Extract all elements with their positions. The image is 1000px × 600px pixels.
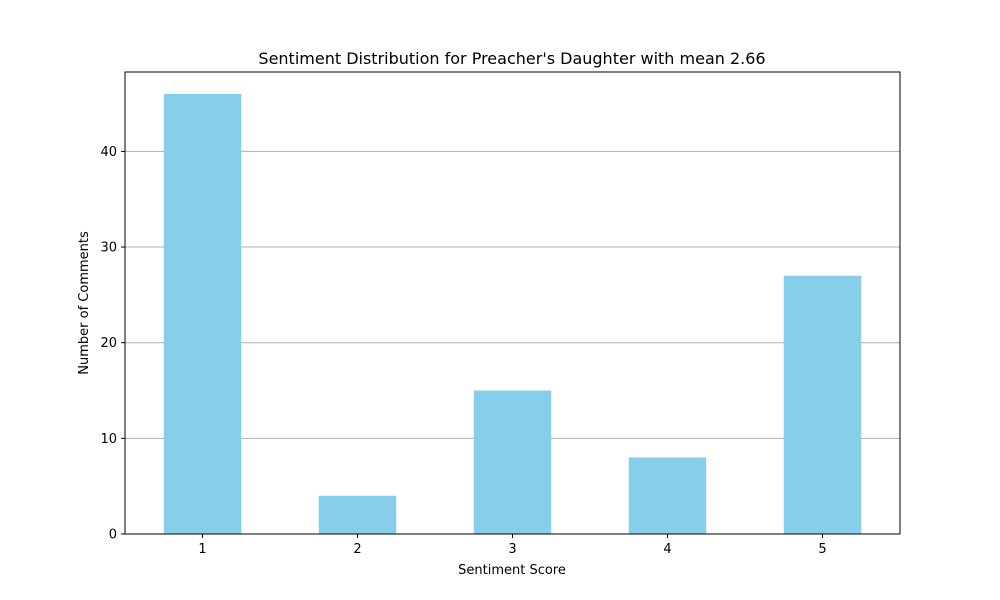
- bar-4: [628, 457, 707, 534]
- bar-5: [783, 275, 862, 534]
- bar-3: [473, 390, 552, 534]
- y-axis-ticks: 0 10 20 30 40: [100, 145, 125, 543]
- bar-2: [318, 495, 397, 534]
- y-axis-label: Number of Comments: [77, 231, 92, 375]
- y-tick-label: 30: [100, 241, 117, 256]
- x-axis-ticks: 1 2 3 4 5: [198, 534, 827, 557]
- grid-lines: [125, 150, 900, 439]
- x-axis-label: Sentiment Score: [458, 563, 566, 578]
- x-tick-label: 4: [663, 542, 671, 557]
- chart-title: Sentiment Distribution for Preacher's Da…: [258, 49, 765, 68]
- x-tick-label: 3: [508, 542, 516, 557]
- x-tick-label: 1: [198, 542, 206, 557]
- x-tick-label: 2: [353, 542, 361, 557]
- y-tick-label: 0: [109, 528, 117, 543]
- y-tick-label: 40: [100, 145, 117, 160]
- y-tick-label: 20: [100, 336, 117, 351]
- y-tick-label: 10: [100, 432, 117, 447]
- x-tick-label: 5: [818, 542, 826, 557]
- bars: [163, 94, 862, 534]
- bar-1: [163, 94, 242, 534]
